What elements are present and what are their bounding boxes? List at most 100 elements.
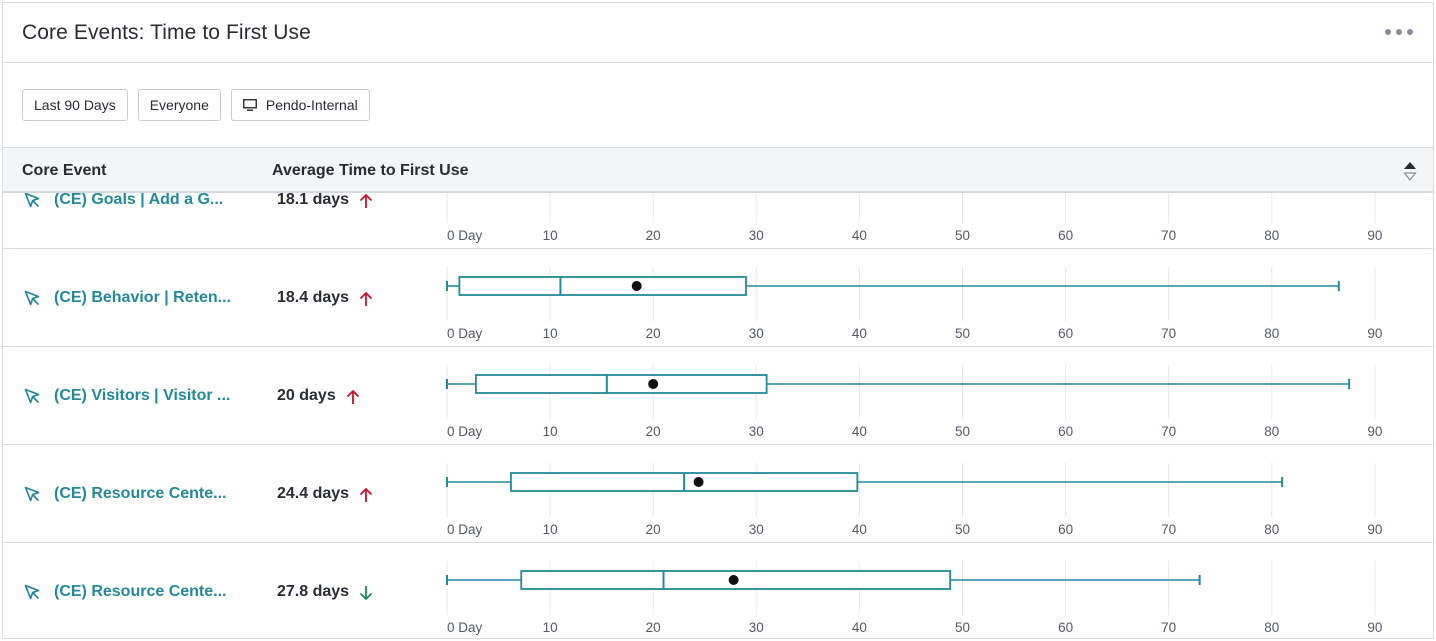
axis-tick-label: 10 — [543, 326, 558, 341]
cursor-click-icon — [24, 486, 40, 502]
trend-up-icon — [346, 390, 360, 404]
axis-tick-label: 90 — [1367, 620, 1382, 635]
card-title: Core Events: Time to First Use — [22, 21, 311, 44]
axis-tick-label: 20 — [646, 620, 661, 635]
axis-tick-label: 70 — [1161, 620, 1176, 635]
table-row: (CE) Behavior | Reten... 18.4 days 0 Day… — [3, 249, 1433, 347]
axis-tick-label: 80 — [1264, 326, 1279, 341]
mean-dot[interactable] — [648, 379, 659, 389]
axis-tick-label: 90 — [1367, 522, 1382, 537]
axis-tick-label: 20 — [646, 228, 661, 243]
more-dot — [1385, 29, 1391, 35]
axis-tick-label: 70 — [1161, 326, 1176, 341]
core-event-link[interactable]: (CE) Visitors | Visitor ... — [54, 387, 231, 404]
axis-tick-label: 70 — [1161, 424, 1176, 439]
mean-dot[interactable] — [631, 281, 642, 291]
axis-tick-label: 40 — [852, 228, 867, 243]
axis-tick-label: 40 — [852, 620, 867, 635]
iqr-box[interactable] — [474, 374, 768, 394]
axis-tick-label: 90 — [1367, 228, 1382, 243]
axis-tick-label: 70 — [1161, 522, 1176, 537]
cursor-click-icon — [24, 388, 40, 404]
mean-dot[interactable] — [693, 477, 704, 487]
axis-tick-label: 10 — [543, 522, 558, 537]
axis-tick-label: 30 — [749, 522, 764, 537]
axis-tick-label: 10 — [543, 620, 558, 635]
date-range-filter[interactable]: Last 90 Days — [22, 89, 128, 121]
axis-tick-label: 50 — [955, 326, 970, 341]
trend-up-icon — [359, 292, 373, 306]
sort-icon[interactable] — [1403, 160, 1417, 182]
iqr-box[interactable] — [458, 276, 747, 296]
filter-bar: Last 90 Days Everyone Pendo-Internal — [22, 89, 370, 121]
average-time-value: 24.4 days — [277, 485, 350, 502]
axis-tick-label: 40 — [852, 424, 867, 439]
axis-tick-label: 50 — [955, 620, 970, 635]
more-dot — [1407, 29, 1413, 35]
trend-up-icon — [359, 488, 373, 502]
box-plot: 0 Day 10 20 30 40 50 60 70 80 90 — [446, 193, 1382, 243]
segment-filter[interactable]: Everyone — [137, 89, 221, 121]
axis-tick-label: 0 Day — [447, 228, 483, 243]
trend-up-icon — [359, 194, 373, 208]
axis-tick-label: 80 — [1264, 522, 1279, 537]
core-event-link[interactable]: (CE) Resource Cente... — [54, 583, 227, 600]
table-row: (CE) Goals | Add a G... 18.1 days 0 Day 1… — [3, 193, 1433, 249]
average-time-value: 18.1 days — [277, 193, 350, 208]
axis-tick-label: 30 — [749, 620, 764, 635]
cursor-click-icon — [24, 290, 40, 306]
mean-dot[interactable] — [728, 575, 739, 585]
more-options-icon[interactable] — [1385, 23, 1413, 41]
axis-tick-label: 60 — [1058, 228, 1073, 243]
axis-tick-label: 20 — [646, 326, 661, 341]
filter-label: Last 90 Days — [34, 97, 116, 113]
axis-tick-label: 10 — [543, 424, 558, 439]
average-time-value: 27.8 days — [277, 583, 350, 600]
box-plot: 0 Day 10 20 30 40 50 60 70 80 90 — [446, 561, 1382, 635]
axis-tick-label: 70 — [1161, 228, 1176, 243]
axis-tick-label: 30 — [749, 228, 764, 243]
axis-tick-label: 40 — [852, 522, 867, 537]
more-dot — [1396, 29, 1402, 35]
axis-tick-label: 60 — [1058, 424, 1073, 439]
axis-tick-label: 60 — [1058, 326, 1073, 341]
core-event-link[interactable]: (CE) Goals | Add a G... — [54, 193, 224, 208]
box-plot: 0 Day 10 20 30 40 50 60 70 80 90 — [446, 267, 1382, 341]
filter-label: Pendo-Internal — [265, 97, 358, 113]
axis-tick-label: 30 — [749, 326, 764, 341]
axis-tick-label: 0 Day — [447, 620, 483, 635]
axis-tick-label: 40 — [852, 326, 867, 341]
box-plot: 0 Day 10 20 30 40 50 60 70 80 90 — [446, 365, 1382, 439]
table-body: (CE) Goals | Add a G... 18.1 days 0 Day 1… — [3, 193, 1433, 638]
axis-tick-label: 60 — [1058, 620, 1073, 635]
filter-label: Everyone — [149, 97, 209, 113]
axis-tick-label: 10 — [543, 228, 558, 243]
axis-tick-label: 60 — [1058, 522, 1073, 537]
axis-tick-label: 50 — [955, 424, 970, 439]
cursor-click-icon — [24, 584, 40, 600]
axis-tick-label: 50 — [955, 228, 970, 243]
average-time-value: 20 days — [277, 387, 336, 404]
table-row: (CE) Resource Cente... 24.4 days 0 Day 10… — [3, 445, 1433, 543]
axis-tick-label: 20 — [646, 522, 661, 537]
cursor-click-icon — [24, 193, 40, 208]
axis-tick-label: 0 Day — [447, 522, 483, 537]
trend-down-icon — [359, 586, 373, 600]
column-header-core-event[interactable]: Core Event — [22, 162, 107, 179]
table-row: (CE) Resource Cente... 27.8 days 0 Day 10… — [3, 543, 1433, 638]
core-event-link[interactable]: (CE) Behavior | Reten... — [54, 289, 231, 306]
column-header-average-time[interactable]: Average Time to First Use — [272, 162, 469, 179]
axis-tick-label: 90 — [1367, 326, 1382, 341]
table-header: Core Event Average Time to First Use — [3, 147, 1433, 193]
app-filter[interactable]: Pendo-Internal — [230, 89, 370, 121]
card-header: Core Events: Time to First Use — [3, 3, 1433, 63]
axis-tick-label: 80 — [1264, 228, 1279, 243]
axis-tick-label: 0 Day — [447, 424, 483, 439]
average-time-value: 18.4 days — [277, 289, 350, 306]
axis-tick-label: 80 — [1264, 424, 1279, 439]
core-event-link[interactable]: (CE) Resource Cente... — [54, 485, 227, 502]
monitor-icon — [242, 99, 257, 111]
axis-tick-label: 20 — [646, 424, 661, 439]
axis-tick-label: 50 — [955, 522, 970, 537]
